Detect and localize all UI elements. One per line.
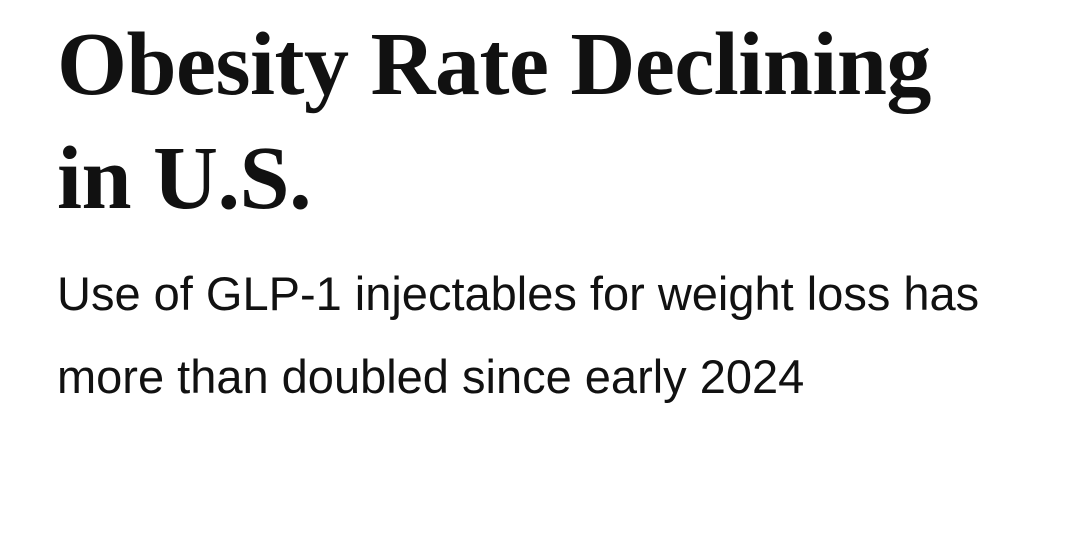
subtitle: Use of GLP-1 injectables for weight loss… bbox=[57, 267, 980, 403]
header: Obesity Rate Declining in U.S. Use of GL… bbox=[57, 0, 1057, 418]
title: Obesity Rate Declining in U.S. bbox=[57, 15, 931, 228]
